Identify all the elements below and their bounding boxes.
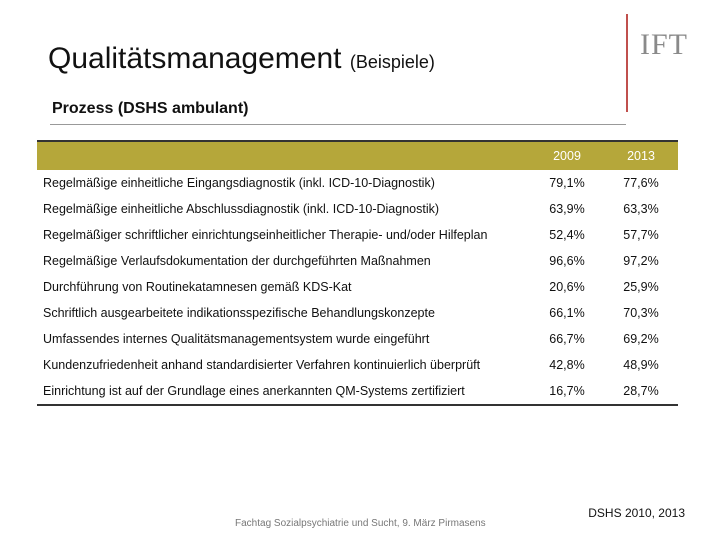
column-header: 2013 bbox=[604, 140, 678, 170]
column-header: 2009 bbox=[530, 140, 604, 170]
row-label: Regelmäßige Verlaufsdokumentation der du… bbox=[43, 254, 431, 268]
cell-value: 52,4% bbox=[549, 228, 585, 242]
divider bbox=[626, 14, 628, 112]
table-body: Regelmäßige einheitliche Eingangsdiagnos… bbox=[37, 170, 678, 406]
cell-value: 69,2% bbox=[623, 332, 659, 346]
table-row: Regelmäßige Verlaufsdokumentation der du… bbox=[37, 248, 678, 274]
cell-value: 28,7% bbox=[604, 378, 678, 406]
cell-value: 20,6% bbox=[549, 280, 585, 294]
cell-value: 79,1% bbox=[549, 176, 585, 190]
cell-value: 66,1% bbox=[549, 306, 585, 320]
footer: Fachtag Sozialpsychiatrie und Sucht, 9. … bbox=[235, 518, 486, 529]
cell-value: 63,3% bbox=[623, 202, 659, 216]
cell-value: 96,6% bbox=[549, 254, 585, 268]
title-main: Qualitätsmanagement bbox=[48, 42, 342, 75]
cell-value: 97,2% bbox=[623, 254, 659, 268]
row-label: Einrichtung ist auf der Grundlage eines … bbox=[37, 378, 530, 406]
table-row: Kundenzufriedenheit anhand standardisier… bbox=[37, 352, 678, 378]
table-row: Regelmäßige einheitliche Abschlussdiagno… bbox=[37, 196, 678, 222]
row-label: Umfassendes internes Qualitätsmanagement… bbox=[43, 332, 430, 346]
row-label: Regelmäßiger schriftlicher einrichtungse… bbox=[43, 228, 488, 242]
cell-value: 57,7% bbox=[623, 228, 659, 242]
logo: IFT bbox=[640, 28, 688, 61]
table-row: Umfassendes internes Qualitätsmanagement… bbox=[37, 326, 678, 352]
header-row: 2009 2013 bbox=[37, 140, 678, 170]
row-label: Schriftlich ausgearbeitete indikationssp… bbox=[43, 306, 435, 320]
cell-value: 77,6% bbox=[623, 176, 659, 190]
cell-value: 16,7% bbox=[530, 378, 604, 406]
table-row: Regelmäßiger schriftlicher einrichtungse… bbox=[37, 222, 678, 248]
title-suffix: (Beispiele) bbox=[349, 52, 435, 72]
table-row: Regelmäßige einheitliche Eingangsdiagnos… bbox=[37, 170, 678, 196]
subtitle: Prozess (DSHS ambulant) bbox=[52, 100, 249, 117]
row-label: Durchführung von Routinekatamnesen gemäß… bbox=[43, 280, 352, 294]
table-row: Schriftlich ausgearbeitete indikationssp… bbox=[37, 300, 678, 326]
cell-value: 42,8% bbox=[549, 358, 585, 372]
rule bbox=[50, 124, 626, 125]
header-blank bbox=[37, 140, 530, 170]
row-label: Regelmäßige einheitliche Eingangsdiagnos… bbox=[43, 176, 435, 190]
cell-value: 25,9% bbox=[623, 280, 659, 294]
title: Qualitätsmanagement (Beispiele) bbox=[48, 42, 435, 76]
table-row: Einrichtung ist auf der Grundlage eines … bbox=[37, 378, 678, 406]
cell-value: 70,3% bbox=[623, 306, 659, 320]
cell-value: 66,7% bbox=[549, 332, 585, 346]
cell-value: 48,9% bbox=[623, 358, 659, 372]
table-row: Durchführung von Routinekatamnesen gemäß… bbox=[37, 274, 678, 300]
cell-value: 63,9% bbox=[549, 202, 585, 216]
row-label: Kundenzufriedenheit anhand standardisier… bbox=[43, 358, 481, 372]
table: 2009 2013 Regelmäßige einheitliche Eingan… bbox=[37, 140, 678, 406]
source: DSHS 2010, 2013 bbox=[588, 506, 685, 520]
row-label: Regelmäßige einheitliche Abschlussdiagno… bbox=[43, 202, 440, 216]
